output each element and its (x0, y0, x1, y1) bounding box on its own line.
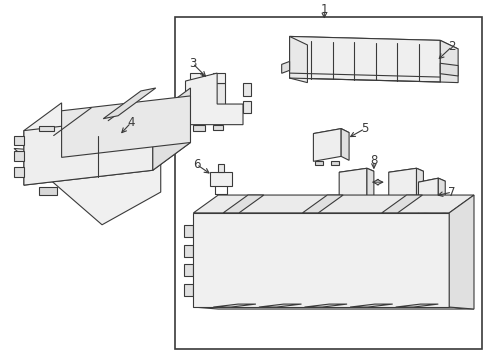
Bar (183, 244, 193, 257)
Polygon shape (281, 62, 289, 73)
Polygon shape (24, 103, 61, 185)
Bar (391, 248, 413, 269)
Bar (213, 125, 223, 130)
Polygon shape (14, 148, 161, 225)
Bar (330, 161, 339, 165)
Bar (342, 248, 363, 269)
Bar (39, 187, 57, 195)
Bar (448, 244, 458, 257)
Polygon shape (103, 88, 156, 119)
Bar (342, 221, 363, 243)
Bar (183, 284, 193, 296)
Bar (193, 125, 205, 131)
Bar (448, 265, 458, 276)
Bar (114, 187, 132, 195)
Bar (188, 83, 206, 105)
Polygon shape (349, 304, 392, 307)
Text: 8: 8 (369, 154, 377, 167)
Bar (315, 161, 323, 165)
Polygon shape (313, 129, 341, 161)
Text: 4: 4 (127, 116, 135, 129)
Bar (278, 221, 313, 248)
Bar (76, 187, 94, 195)
Bar (183, 265, 193, 276)
Polygon shape (61, 96, 190, 157)
Polygon shape (418, 178, 437, 214)
Polygon shape (258, 304, 301, 307)
Text: 2: 2 (447, 40, 455, 53)
Polygon shape (416, 168, 423, 199)
Polygon shape (24, 143, 190, 185)
Bar (391, 221, 413, 243)
Bar (342, 274, 363, 296)
Polygon shape (366, 168, 373, 199)
Polygon shape (339, 168, 373, 175)
Bar (213, 73, 224, 83)
Text: 6: 6 (192, 158, 200, 171)
Bar (203, 221, 238, 248)
Bar (183, 225, 193, 237)
Polygon shape (185, 73, 243, 125)
Polygon shape (243, 102, 250, 113)
Polygon shape (302, 195, 343, 213)
Polygon shape (289, 36, 457, 49)
Bar (203, 252, 238, 280)
Polygon shape (243, 84, 250, 96)
Polygon shape (439, 40, 457, 83)
Bar (448, 284, 458, 296)
Polygon shape (289, 36, 439, 82)
Polygon shape (24, 116, 152, 185)
Text: 1: 1 (320, 3, 327, 16)
Bar (317, 248, 339, 269)
Polygon shape (395, 304, 437, 307)
Bar (241, 252, 275, 280)
Bar (366, 221, 388, 243)
Polygon shape (381, 195, 422, 213)
Bar (207, 83, 224, 105)
Polygon shape (14, 167, 24, 177)
Ellipse shape (55, 149, 82, 167)
Bar (174, 17, 481, 349)
Text: 5: 5 (361, 122, 368, 135)
Polygon shape (289, 36, 307, 83)
Polygon shape (39, 126, 54, 131)
Polygon shape (304, 304, 346, 307)
Polygon shape (439, 63, 457, 76)
Polygon shape (223, 195, 264, 213)
Bar (190, 73, 202, 83)
Polygon shape (213, 304, 255, 307)
Bar (241, 221, 275, 248)
Polygon shape (193, 195, 473, 213)
Polygon shape (14, 136, 24, 145)
Polygon shape (193, 307, 473, 309)
Polygon shape (388, 168, 423, 175)
Polygon shape (339, 168, 366, 200)
Polygon shape (388, 168, 416, 200)
Polygon shape (341, 129, 348, 160)
Polygon shape (313, 129, 348, 138)
Polygon shape (437, 178, 445, 213)
Text: 3: 3 (188, 57, 196, 70)
Polygon shape (448, 195, 473, 309)
Polygon shape (152, 88, 190, 170)
Polygon shape (193, 213, 448, 307)
Bar (448, 225, 458, 237)
Polygon shape (14, 152, 24, 161)
Polygon shape (418, 178, 445, 185)
Bar (218, 164, 224, 172)
Text: 7: 7 (447, 185, 455, 199)
Bar (366, 248, 388, 269)
Bar (210, 172, 232, 186)
Bar (278, 252, 306, 280)
Bar (317, 221, 339, 243)
Bar (317, 274, 339, 296)
